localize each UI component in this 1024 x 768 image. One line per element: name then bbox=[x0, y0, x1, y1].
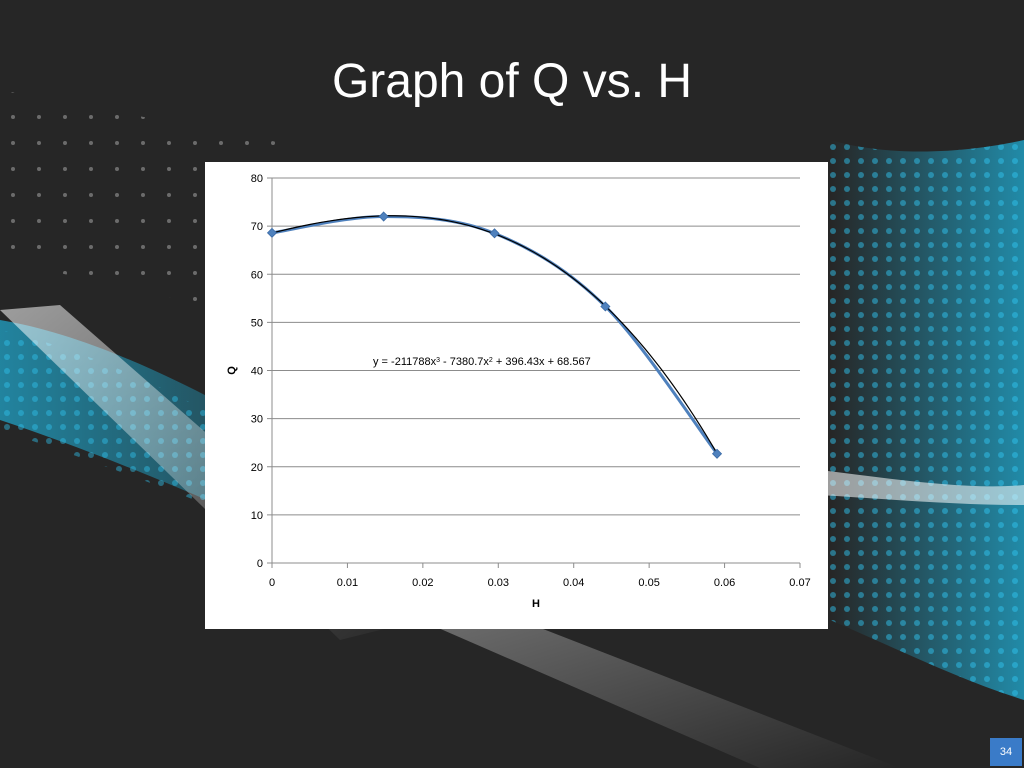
x-tick-labels: 0 0.01 0.02 0.03 0.04 0.05 0.06 0.07 bbox=[269, 577, 811, 589]
equation-tail: + 396.43x + 68.567 bbox=[493, 356, 591, 368]
y-tick-label: 60 bbox=[251, 269, 263, 281]
y-tick-labels: 0 10 20 30 40 50 60 70 80 bbox=[251, 173, 263, 570]
equation-exponent: 3 bbox=[436, 357, 440, 364]
page-number-badge: 34 bbox=[990, 738, 1022, 766]
x-tick-label: 0.06 bbox=[714, 577, 735, 589]
x-axis-title: H bbox=[532, 598, 540, 610]
equation-lead: y = -211788x bbox=[373, 356, 437, 368]
trendline bbox=[271, 215, 718, 454]
trendline-equation: y = -211788x3 - 7380.7x2 + 396.43x + 68.… bbox=[373, 356, 591, 368]
x-tick-label: 0.04 bbox=[563, 577, 584, 589]
y-tick-label: 30 bbox=[251, 414, 263, 426]
x-tick-label: 0.02 bbox=[412, 577, 433, 589]
x-tick-label: 0.03 bbox=[488, 577, 509, 589]
y-tick-label: 10 bbox=[251, 510, 263, 522]
axes bbox=[267, 177, 801, 568]
x-tick-label: 0.05 bbox=[638, 577, 659, 589]
y-axis-title: Q bbox=[226, 366, 238, 375]
y-tick-label: 0 bbox=[257, 558, 263, 570]
y-tick-label: 40 bbox=[251, 366, 263, 378]
x-tick-label: 0 bbox=[269, 577, 275, 589]
y-tick-label: 50 bbox=[251, 317, 263, 329]
chart-panel: 0 10 20 30 40 50 60 70 80 0 0.01 0.02 0.03 0.04 0.05 0… bbox=[205, 162, 828, 629]
data-point-marker bbox=[600, 301, 611, 312]
gridlines bbox=[272, 177, 800, 516]
data-point-marker bbox=[378, 211, 389, 222]
x-tick-label: 0.01 bbox=[337, 577, 358, 589]
y-tick-label: 20 bbox=[251, 462, 263, 474]
y-tick-label: 70 bbox=[251, 221, 263, 233]
data-point-marker bbox=[266, 227, 278, 238]
equation-exponent: 2 bbox=[489, 357, 493, 364]
data-point-marker bbox=[489, 228, 500, 239]
y-tick-label: 80 bbox=[251, 173, 263, 185]
data-point-marker bbox=[711, 448, 723, 459]
data-markers bbox=[266, 211, 723, 459]
equation-middle: - 7380.7x bbox=[440, 356, 489, 368]
slide-title: Graph of Q vs. H bbox=[331, 55, 693, 108]
x-tick-label: 0.07 bbox=[789, 577, 810, 589]
